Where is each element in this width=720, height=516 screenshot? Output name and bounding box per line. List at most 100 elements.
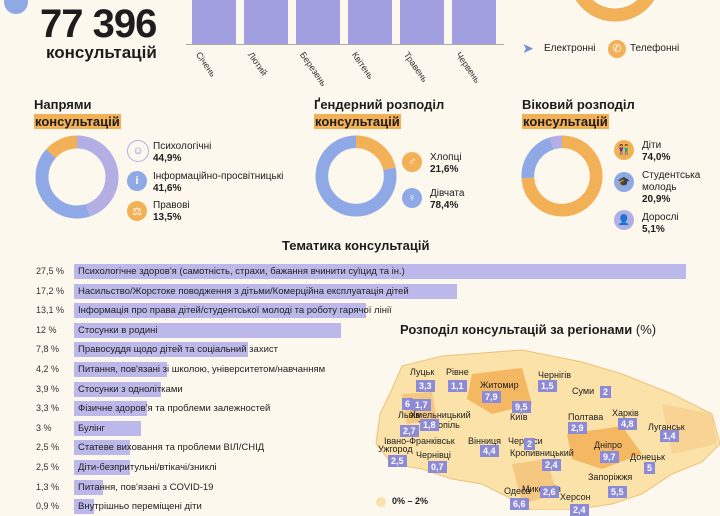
directions-title-line2: консультацій [34,114,121,129]
month-label: Травень [401,50,430,84]
directions-donut [35,135,119,219]
regions-title-text: Розподіл консультацій за регіонами [400,322,633,337]
children-icon: 👫 [614,140,634,160]
region-value: 9,7 [600,451,619,463]
region-value: 1,5 [538,380,557,392]
region-name: Суми [572,386,595,396]
direction-info-label: Інформаційно-просвітницькі [153,171,284,182]
region-name: Вінниця [468,436,501,446]
topics-title: Тематика консультацій [282,238,430,253]
topic-percent: 3 % [36,422,52,433]
direction-info-value: 41,6% [153,183,182,194]
topic-percent: 0,9 % [36,501,60,512]
topics-bar-chart: 27,5 % Психологічне здоров'я (самотність,… [0,264,720,515]
topic-bar [74,303,366,319]
month-bar [244,0,288,44]
legend-first-range: 0% – 2% [392,496,429,506]
month-bar [400,0,444,44]
region-value: 2,6 [540,486,559,498]
total-consultations-number: 77 396 [40,2,157,46]
region-value: 4,4 [480,445,499,457]
region-value: 2,4 [542,459,561,471]
age-students-value: 20,9% [642,194,671,205]
age-adults-value: 5,1% [642,224,665,235]
month-bar [452,0,496,44]
topic-percent: 2,5 % [36,462,60,472]
topic-bar [74,460,130,475]
topic-percent: 12 % [36,324,57,335]
topic-percent: 1,3 % [36,481,60,492]
topic-bar [74,362,168,377]
gender-title: Ґендерний розподіл консультацій [314,96,444,130]
donut-slice [521,135,603,217]
topic-bar [74,479,103,495]
region-name: Житомир [480,380,519,390]
region-name: Херсон [560,492,591,502]
topic-label: Внутрішньо переміщені діти [78,501,202,513]
topic-bar [74,342,248,358]
donut-slice [35,135,119,219]
topic-percent: 13,1 % [36,305,65,316]
region-value: 0,7 [428,461,447,473]
send-icon: ➤ [522,40,534,56]
channel-phone-label: Телефонні [630,43,680,54]
month-label: Березень [297,50,329,89]
month-bar [192,0,236,44]
topic-bar [74,401,148,417]
topic-label: Діти-безпритульні/втікачі/зниклі [78,462,217,473]
region-value: 5,5 [608,486,627,498]
region-value: 6,6 [510,498,529,510]
topic-percent: 4,2 % [36,364,60,374]
month-label: Січень [193,50,218,79]
donut-slice [35,135,119,219]
region-name: Тернопіль [418,420,460,430]
region-name: Чернівці [416,450,451,460]
age-title-line1: Віковий розподіл [522,97,635,112]
region-value: 9,5 [512,401,531,413]
region-name: Луцьк [410,367,435,377]
topic-label: Стосунки в родині [78,324,158,336]
region-value: 4,8 [618,418,637,430]
month-label: Червень [453,50,483,85]
age-adults-label: Дорослі [642,212,679,223]
region-name: Ужгород [378,444,413,454]
topic-label: Правосуддя щодо дітей та соціальний захи… [78,344,278,356]
scales-icon: ⚖ [127,201,147,221]
region-value: 2 [524,438,536,450]
adult-icon: 👤 [614,210,634,230]
head-icon: ☺ [127,140,149,162]
region-value: 6 [402,398,414,410]
region-name: Київ [510,412,528,422]
region-name: Кропивницький [510,448,574,458]
topic-label: Статеве виховання та проблеми ВІЛ/СНІД [78,442,265,454]
region-name: Полтава [568,412,604,422]
region-name: Львів [398,410,421,420]
topic-bar [74,322,342,338]
topic-percent: 3,9 % [36,383,60,394]
region-value: 2,5 [388,455,407,467]
topic-percent: 3,3 % [36,403,60,414]
gender-boys-label: Хлопці [430,152,462,163]
region-value: 1,7 [412,399,431,411]
donut-slice [315,135,397,217]
top-icon-badge [4,0,28,14]
topic-percent: 17,2 % [36,285,65,296]
age-students-label: Студентська молодь [642,170,701,193]
gender-title-line1: Ґендерний розподіл [314,97,445,112]
donut-slice [521,135,603,217]
region-name: Харків [612,408,639,418]
region-value: 2,7 [400,425,419,437]
month-label: Лютий [245,50,270,78]
region-name: Івано-Франківськ [384,436,455,446]
age-donut [521,135,603,217]
month-label: Квітень [349,50,376,81]
region-value: 1,1 [448,380,467,392]
age-children-label: Діти [642,140,662,151]
direction-psych-value: 44,9% [153,153,182,164]
topic-bar [74,420,141,436]
student-icon: 🎓 [614,172,634,192]
gender-donut [315,135,397,217]
topic-label: Психологічне здоров'я (самотність, страх… [78,266,405,277]
age-title-line2: консультацій [522,114,609,129]
topic-bar [74,264,686,279]
